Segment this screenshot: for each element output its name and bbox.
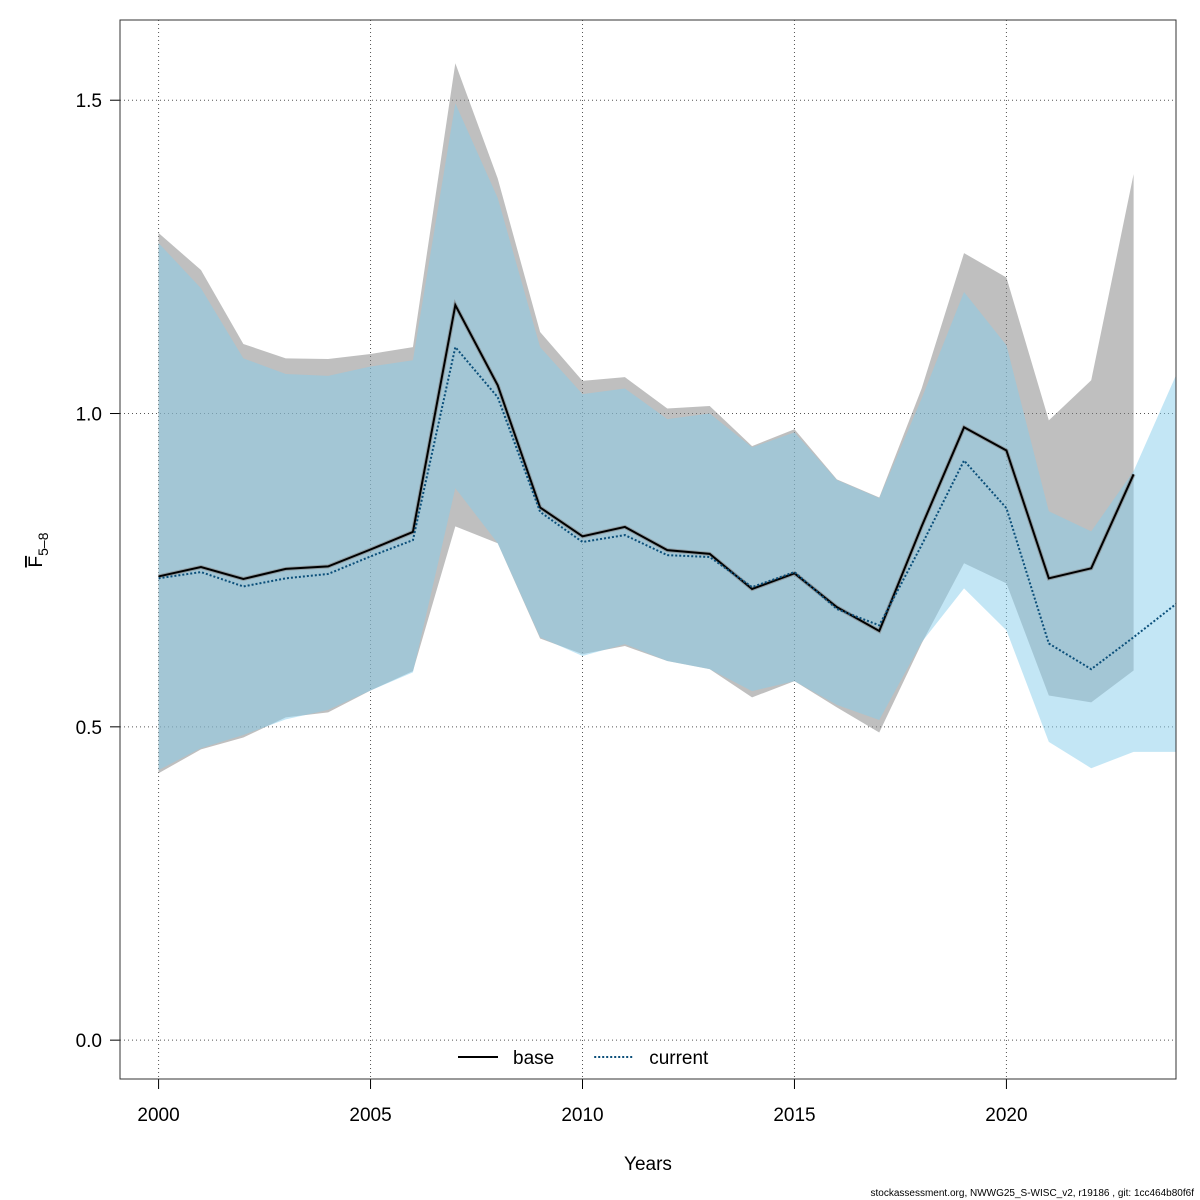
footer: stockassessment.org, NWWG25_S-WISC_v2, r… xyxy=(871,1188,1195,1199)
y-label-sub: 5–8 xyxy=(35,532,51,556)
x-tick-label: 2020 xyxy=(985,1105,1027,1126)
y-label-main: F xyxy=(26,556,47,568)
y-tick-label: 0.5 xyxy=(76,718,102,739)
y-tick-label: 1.5 xyxy=(76,91,102,112)
x-tick-label: 2015 xyxy=(773,1105,815,1126)
legend-label: current xyxy=(649,1048,709,1069)
series-line xyxy=(158,302,1135,633)
legend-label: base xyxy=(513,1048,554,1069)
y-axis-label: F5–8 xyxy=(26,532,51,567)
plot-frame xyxy=(119,19,1177,1080)
y-tick-label: 1.0 xyxy=(76,405,102,426)
x-tick-label: 2000 xyxy=(137,1105,179,1126)
x-tick-label: 2005 xyxy=(349,1105,391,1126)
x-tick-label: 2010 xyxy=(561,1105,603,1126)
series-line xyxy=(158,344,1177,671)
y-tick-label: 0.0 xyxy=(76,1031,102,1052)
confidence-band xyxy=(158,103,1176,771)
x-axis-label: Years xyxy=(624,1154,672,1175)
